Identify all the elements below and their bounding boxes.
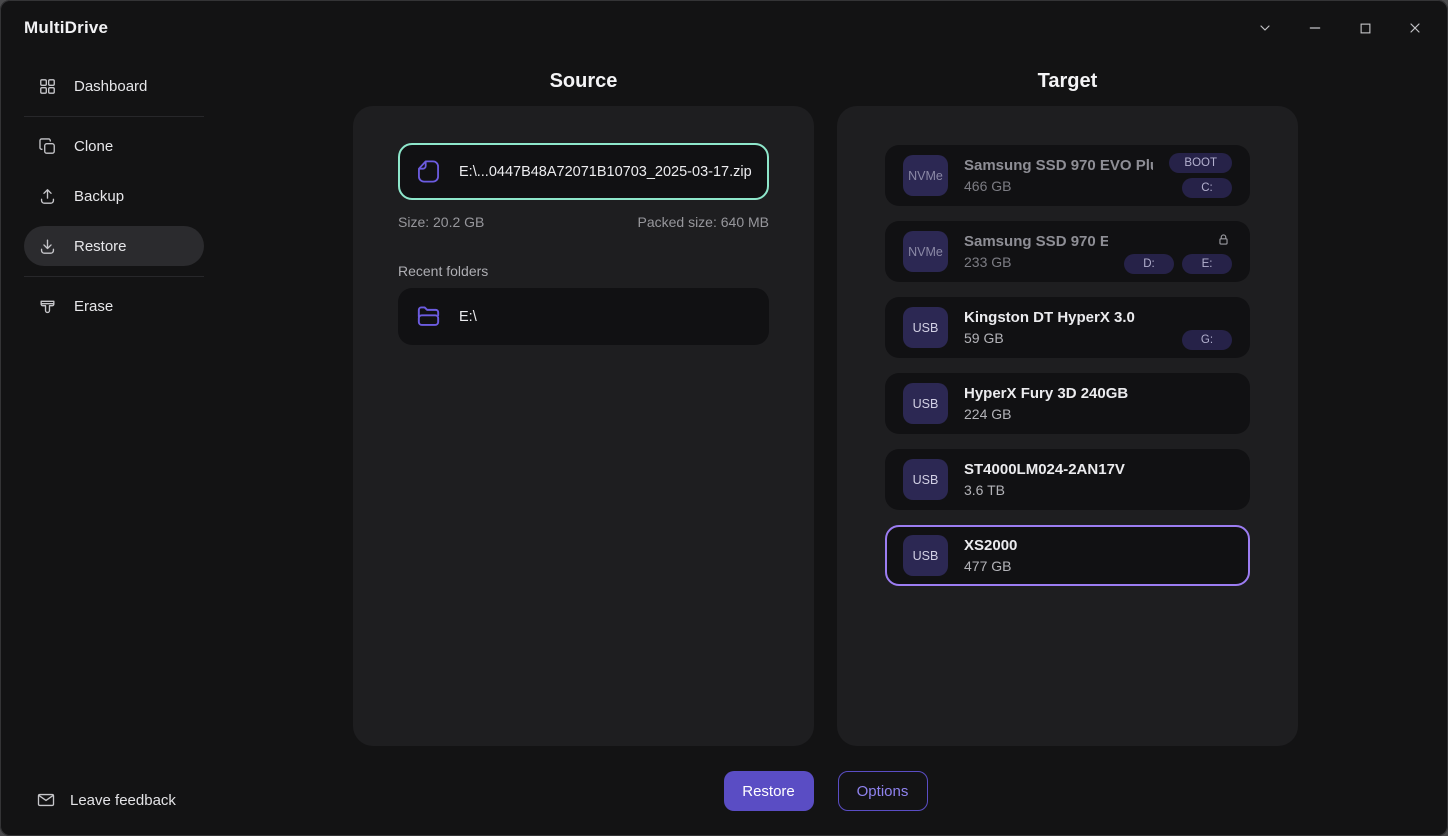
source-panel: E:\...0447B48A72071B10703_2025-03-17.zip… (353, 106, 814, 746)
download-icon (38, 237, 57, 256)
drive-size: 59 GB (964, 330, 1004, 346)
clone-icon (38, 137, 57, 156)
drive-letter-badge: D: (1124, 254, 1174, 274)
bus-badge: USB (903, 535, 948, 576)
minimize-icon[interactable] (1305, 18, 1325, 38)
drive-size: 466 GB (964, 178, 1012, 194)
drive-row-hyperx-fury[interactable]: USB HyperX Fury 3D 240GB 224 GB (885, 373, 1250, 434)
lock-icon (1215, 231, 1232, 248)
leave-feedback-label: Leave feedback (70, 791, 176, 809)
window-controls (1255, 18, 1425, 38)
sidebar-item-label: Restore (74, 237, 127, 255)
grid-icon (38, 77, 57, 96)
source-size-row: Size: 20.2 GB Packed size: 640 MB (398, 214, 769, 230)
drive-size: 224 GB (964, 406, 1012, 422)
chevron-down-icon[interactable] (1255, 18, 1275, 38)
bus-badge: NVMe (903, 231, 948, 272)
recent-folder-item[interactable]: E:\ (398, 288, 769, 345)
source-column: Source E:\...0447B48A72071B10703_2025-03… (353, 56, 814, 746)
sidebar-divider (24, 116, 204, 117)
drive-name: ST4000LM024-2AN17V (964, 461, 1125, 478)
boot-badge: BOOT (1169, 153, 1232, 173)
drive-size: 477 GB (964, 558, 1012, 574)
sidebar-item-label: Erase (74, 297, 114, 315)
maximize-icon[interactable] (1355, 18, 1375, 38)
drive-name: Samsung SSD 970 EVO Plus 500... (964, 157, 1153, 174)
restore-button[interactable]: Restore (723, 771, 814, 811)
target-column: Target NVMe Samsung SSD 970 EVO Plus 500… (837, 56, 1298, 746)
sidebar-item-restore[interactable]: Restore (24, 226, 204, 266)
eraser-icon (38, 297, 57, 316)
sidebar-item-label: Dashboard (74, 77, 148, 95)
leave-feedback-link[interactable]: Leave feedback (36, 790, 176, 810)
drive-row-samsung-250[interactable]: NVMe Samsung SSD 970 EVO Plus 250GB 233 … (885, 221, 1250, 282)
drive-name: HyperX Fury 3D 240GB (964, 385, 1129, 402)
sidebar-item-label: Backup (74, 187, 125, 205)
drive-size: 3.6 TB (964, 482, 1005, 498)
sidebar-item-erase[interactable]: Erase (24, 286, 204, 326)
bus-badge: NVMe (903, 155, 948, 196)
close-icon[interactable] (1405, 18, 1425, 38)
drive-name: XS2000 (964, 537, 1018, 554)
source-size: Size: 20.2 GB (398, 214, 485, 230)
app-title: MultiDrive (24, 18, 109, 37)
sidebar: Dashboard Clone Backup Restore (0, 56, 228, 836)
sidebar-divider (24, 276, 204, 277)
sidebar-item-label: Clone (74, 137, 114, 155)
recent-folder-path: E:\ (459, 308, 477, 325)
titlebar: MultiDrive (0, 0, 1448, 56)
sidebar-item-dashboard[interactable]: Dashboard (24, 66, 204, 106)
bus-badge: USB (903, 383, 948, 424)
folder-icon (414, 302, 443, 331)
bus-badge: USB (903, 459, 948, 500)
file-icon (415, 158, 442, 185)
drive-letter-badge: E: (1182, 254, 1232, 274)
sidebar-item-backup[interactable]: Backup (24, 176, 204, 216)
envelope-icon (36, 790, 56, 810)
recent-folders-label: Recent folders (398, 263, 489, 279)
drive-letter-badge: G: (1182, 330, 1232, 350)
source-header: Source (549, 69, 618, 92)
upload-icon (38, 187, 57, 206)
drive-name: Samsung SSD 970 EVO Plus 250GB (964, 233, 1108, 250)
drive-letter-badge: C: (1182, 178, 1232, 198)
target-panel: NVMe Samsung SSD 970 EVO Plus 500... 466… (837, 106, 1298, 746)
drive-size: 233 GB (964, 254, 1012, 270)
footer-actions: Restore Options (353, 771, 1298, 811)
options-button[interactable]: Options (837, 771, 928, 811)
target-header: Target (1037, 69, 1098, 92)
drive-row-samsung-500[interactable]: NVMe Samsung SSD 970 EVO Plus 500... 466… (885, 145, 1250, 206)
source-file-card[interactable]: E:\...0447B48A72071B10703_2025-03-17.zip (398, 143, 769, 200)
sidebar-item-clone[interactable]: Clone (24, 126, 204, 166)
drive-row-kingston[interactable]: USB Kingston DT HyperX 3.0 59 GB G: (885, 297, 1250, 358)
bus-badge: USB (903, 307, 948, 348)
drive-name: Kingston DT HyperX 3.0 (964, 309, 1135, 326)
drive-row-st4000[interactable]: USB ST4000LM024-2AN17V 3.6 TB (885, 449, 1250, 510)
drive-row-xs2000[interactable]: USB XS2000 477 GB (885, 525, 1250, 586)
source-file-name: E:\...0447B48A72071B10703_2025-03-17.zip (459, 163, 752, 180)
source-packed-size: Packed size: 640 MB (637, 214, 769, 230)
